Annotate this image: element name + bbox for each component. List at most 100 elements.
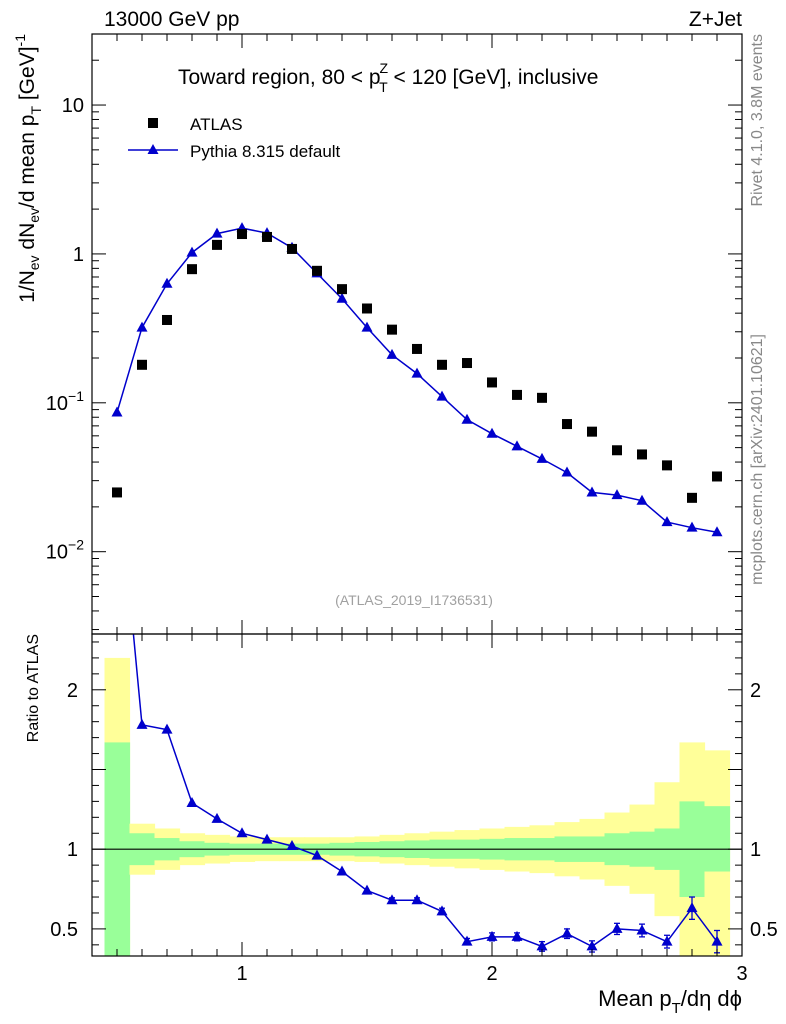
ratio-point	[561, 927, 573, 938]
ratio-y-tick-label-right: 2	[750, 680, 761, 702]
ratio-y-tick-label-left: 2	[67, 680, 78, 702]
atlas-point	[187, 264, 197, 275]
ratio-y-tick-label-left: 0.5	[50, 919, 78, 941]
plot-title-subscript: T	[379, 79, 388, 95]
y-tick-base: 10	[46, 542, 68, 564]
atlas-point	[637, 449, 647, 460]
ratio-point	[536, 940, 548, 951]
atlas-point	[387, 324, 397, 335]
plot-title-part: Toward region, 80 < p	[178, 66, 381, 89]
y-axis-title-part: dN	[16, 223, 39, 256]
pythia-point	[461, 413, 473, 424]
ratio-point	[186, 796, 198, 807]
ratio-point	[611, 922, 623, 933]
ratio-point	[336, 865, 348, 876]
y-axis-title-subscript: ev	[26, 255, 42, 270]
ratio-y-tick-label-right: 1	[750, 839, 761, 861]
y-tick-label: 10	[62, 95, 84, 117]
header-left: 13000 GeV pp	[104, 8, 239, 31]
pythia-point	[361, 321, 373, 332]
x-axis-title-part: Mean p	[598, 986, 671, 1011]
atlas-point	[662, 460, 672, 471]
y-tick-label: 10−1	[46, 388, 84, 415]
ratio-point	[211, 812, 223, 823]
x-axis-title-subscript: T	[672, 1000, 681, 1017]
legend-label-atlas: ATLAS	[190, 115, 243, 134]
plot-title-superscript: Z	[380, 60, 389, 76]
pythia-point	[336, 292, 348, 303]
ratio-point	[286, 840, 298, 851]
pythia-point	[561, 466, 573, 477]
ratio-point	[311, 849, 323, 860]
atlas-point	[487, 377, 497, 388]
pythia-point	[486, 427, 498, 438]
atlas-point	[162, 314, 172, 325]
x-axis-title: Mean pT/dη dϕ	[598, 986, 742, 1017]
ratio-point	[136, 718, 148, 729]
atlas-point	[312, 265, 322, 276]
pythia-point	[661, 516, 673, 527]
atlas-point	[537, 392, 547, 403]
atlas-point	[337, 284, 347, 295]
ratio-y-tick-label-left: 1	[67, 839, 78, 861]
y-tick-exponent: −1	[68, 388, 84, 404]
ratio-point	[636, 924, 648, 935]
pythia-line	[116, 227, 718, 534]
ratio-y-tick-label-right: 0.5	[750, 919, 778, 941]
atlas-point	[362, 303, 372, 314]
atlas-point	[562, 419, 572, 430]
side-label-top: Rivet 4.1.0, 3.8M events	[749, 34, 766, 207]
y-axis-title-superscript: -1	[12, 34, 28, 47]
atlas-point	[687, 492, 697, 503]
atlas-point	[437, 359, 447, 370]
y-tick-base: 10	[46, 393, 68, 415]
ratio-point	[161, 723, 173, 734]
ratio-point	[711, 935, 723, 946]
x-tick-label: 1	[236, 963, 247, 985]
pythia-point	[686, 521, 698, 532]
pythia-point	[586, 486, 598, 497]
pythia-point	[161, 277, 173, 288]
ratio-bands	[92, 454, 742, 956]
atlas-point	[587, 426, 597, 437]
ratio-point	[586, 940, 598, 951]
x-tick-label: 3	[736, 963, 747, 985]
plot-title-part: < 120 [GeV], inclusive	[388, 66, 599, 89]
ratio-point	[361, 884, 373, 895]
y-tick-exponent: −2	[68, 537, 84, 553]
atlas-point	[212, 239, 222, 250]
stat-uncertainty-band	[704, 806, 731, 872]
atlas-point	[237, 229, 247, 240]
pythia-point	[186, 246, 198, 257]
pythia-point	[211, 227, 223, 238]
header-right: Z+Jet	[689, 8, 742, 31]
pythia-point	[436, 390, 448, 401]
atlas-point	[112, 487, 122, 498]
atlas-point	[512, 389, 522, 400]
side-label-bottom: mcplots.cern.ch [arXiv:2401.10621]	[749, 334, 766, 585]
pythia-point	[536, 452, 548, 463]
legend-marker-atlas	[148, 118, 158, 128]
ratio-point	[261, 833, 273, 844]
ratio-point	[112, 454, 123, 464]
y-tick-label: 1	[73, 244, 84, 266]
y-axis-title-subscript: ev	[26, 208, 42, 223]
legend-label-pythia: Pythia 8.315 default	[190, 142, 341, 161]
plot-title: Toward region, 80 < pZ T < 120 [GeV], inc…	[178, 60, 598, 95]
y-axis-title-part: 1/N	[16, 270, 39, 303]
ratio-point	[661, 935, 673, 946]
legend-marker-pythia	[147, 144, 159, 154]
atlas-point	[712, 471, 722, 482]
atlas-point	[412, 343, 422, 354]
pythia-point	[511, 440, 523, 451]
y-axis-title-part: [GeV]	[16, 46, 39, 106]
atlas-point	[287, 243, 297, 254]
y-axis-title: 1/Nev dNev/d mean pT [GeV]-1	[12, 34, 44, 303]
y-axis-title-subscript: T	[28, 106, 44, 115]
ratio-y-axis-title: Ratio to ATLAS	[25, 634, 42, 742]
atlas-point	[612, 445, 622, 456]
pythia-point	[386, 348, 398, 359]
